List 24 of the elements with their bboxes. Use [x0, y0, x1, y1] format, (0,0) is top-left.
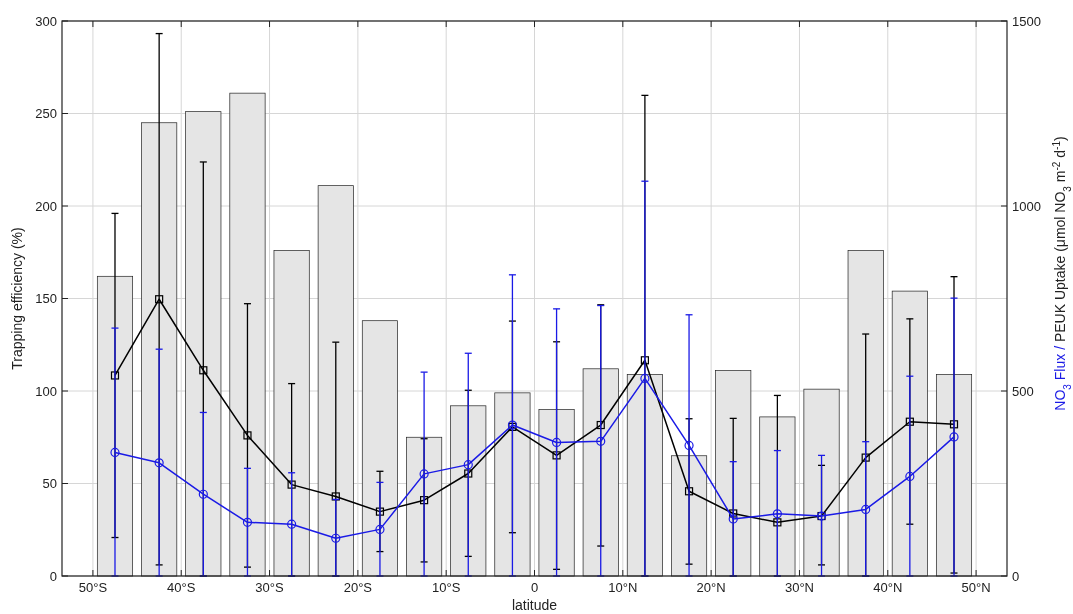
y-tick-label: 50 — [42, 476, 57, 491]
y2-tick-label: 0 — [1012, 568, 1020, 584]
y-tick-label: 150 — [35, 291, 57, 306]
y-tick-label: 200 — [35, 198, 57, 214]
x-tick-label: 20°S — [343, 580, 373, 595]
y-tick-label: 250 — [35, 106, 57, 121]
x-tick-label: 10°S — [432, 580, 461, 595]
x-tick-label: 0 — [530, 580, 539, 595]
x-tick-label: 30°N — [784, 580, 814, 595]
x-tick-label: 50°S — [78, 580, 108, 595]
x-axis-title: latitude — [511, 597, 558, 613]
x-tick-label: 20°N — [696, 580, 726, 595]
y-axis-title: Trapping efficiency (%) — [9, 227, 25, 370]
y2-tick-label: 500 — [1012, 383, 1034, 399]
y-tick-label: 100 — [35, 383, 57, 399]
x-tick-label: 40°N — [873, 580, 903, 595]
x-tick-label: 40°S — [167, 580, 196, 595]
y2-tick-label: 1500 — [1012, 13, 1041, 29]
x-tick-label: 30°S — [255, 580, 285, 595]
y-tick-label: 300 — [35, 13, 57, 29]
x-tick-label: 50°N — [961, 580, 991, 595]
x-tick-label: 10°N — [608, 580, 638, 595]
y-tick-label: 0 — [49, 568, 57, 584]
y2-tick-label: 1000 — [1012, 198, 1041, 214]
